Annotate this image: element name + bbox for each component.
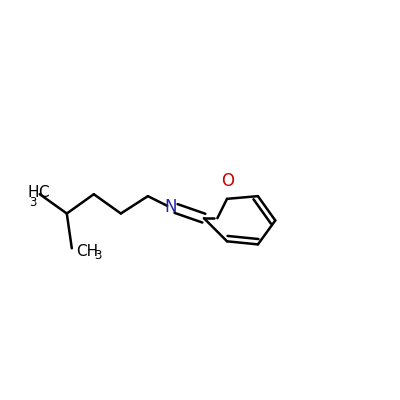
Text: O: O bbox=[221, 172, 234, 190]
Text: H: H bbox=[27, 185, 39, 200]
Text: CH: CH bbox=[76, 244, 98, 259]
Text: 3: 3 bbox=[29, 196, 37, 209]
Text: C: C bbox=[39, 185, 49, 200]
Text: N: N bbox=[165, 198, 177, 216]
Text: 3: 3 bbox=[94, 249, 102, 262]
